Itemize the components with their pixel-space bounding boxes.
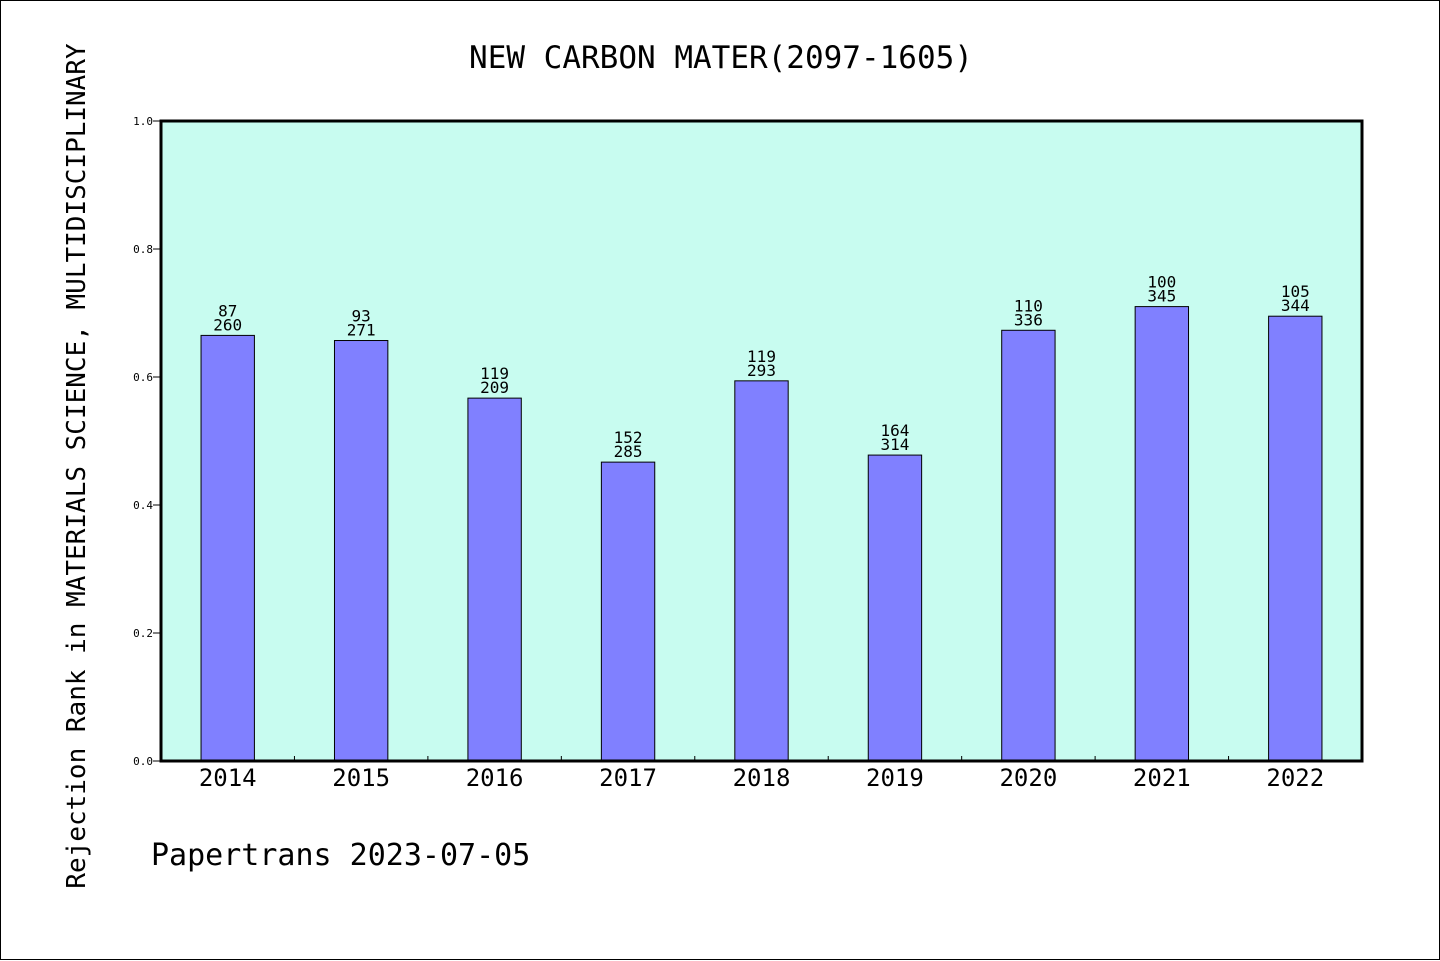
plot-frame — [159, 119, 1364, 763]
y-tick-label-1.0: 1.0 — [133, 115, 153, 128]
bar-label-2016-2: 209 — [480, 378, 509, 397]
y-tick-label-0.2: 0.2 — [133, 627, 153, 640]
y-tick-label-0.8: 0.8 — [133, 243, 153, 256]
x-tick-label-2017: 2017 — [599, 764, 657, 792]
bar-2015 — [333, 340, 389, 762]
chart-title: NEW CARBON MATER(2097-1605) — [469, 40, 973, 76]
bar-label-2019-2: 314 — [880, 435, 909, 454]
footer-credit: Papertrans 2023-07-05 — [151, 838, 530, 873]
bar-label-2016-1: 119 — [480, 364, 509, 383]
x-tick-label-2014: 2014 — [199, 764, 257, 792]
bar-2018 — [734, 380, 789, 762]
bar-label-2020-2: 336 — [1014, 310, 1043, 329]
bar-label-2015-1: 93 — [352, 307, 371, 326]
bar-label-2015-2: 271 — [347, 321, 376, 340]
axis-layer: 2014 2015 2016 2017 2018 2019 2020 2021 2022 0.0 0… — [133, 115, 1324, 792]
bar-label-2014-2: 260 — [213, 315, 242, 334]
y-tick-label-0.0: 0.0 — [133, 755, 153, 768]
y-axis-label: Rejection Rank in MATERIALS SCIENCE, MUL… — [62, 43, 92, 889]
bar-label-2021-1: 100 — [1147, 273, 1176, 292]
bar-label-2021-2: 345 — [1147, 287, 1176, 306]
bar-label-2022-2: 344 — [1281, 296, 1310, 315]
bar-2016 — [467, 397, 522, 762]
bar-label-2018-1: 119 — [747, 347, 776, 366]
bar-label-2019-1: 164 — [880, 421, 909, 440]
x-tick-label-2021: 2021 — [1133, 764, 1191, 792]
bar-2021 — [1134, 306, 1190, 762]
bar-label-2017-1: 152 — [614, 428, 643, 447]
bar-label-2014-1: 87 — [218, 301, 237, 320]
y-tick-label-0.4: 0.4 — [133, 499, 153, 512]
bar-2017 — [600, 461, 656, 762]
y-tick-label-0.6: 0.6 — [133, 371, 153, 384]
x-tick-label-2022: 2022 — [1266, 764, 1324, 792]
x-tick-label-2020: 2020 — [999, 764, 1057, 792]
bar-2022 — [1268, 315, 1323, 762]
x-tick-label-2018: 2018 — [733, 764, 791, 792]
x-tick-label-2016: 2016 — [466, 764, 524, 792]
bar-label-2017-2: 285 — [614, 442, 643, 461]
x-tick-label-2015: 2015 — [332, 764, 390, 792]
bar-label-2018-2: 293 — [747, 361, 776, 380]
bar-label-2020-1: 110 — [1014, 296, 1043, 315]
bar-label-2022-1: 105 — [1281, 282, 1310, 301]
bar-2014 — [200, 334, 255, 762]
bar-2020 — [1001, 329, 1056, 762]
x-tick-label-2019: 2019 — [866, 764, 924, 792]
bar-2019 — [867, 454, 923, 762]
